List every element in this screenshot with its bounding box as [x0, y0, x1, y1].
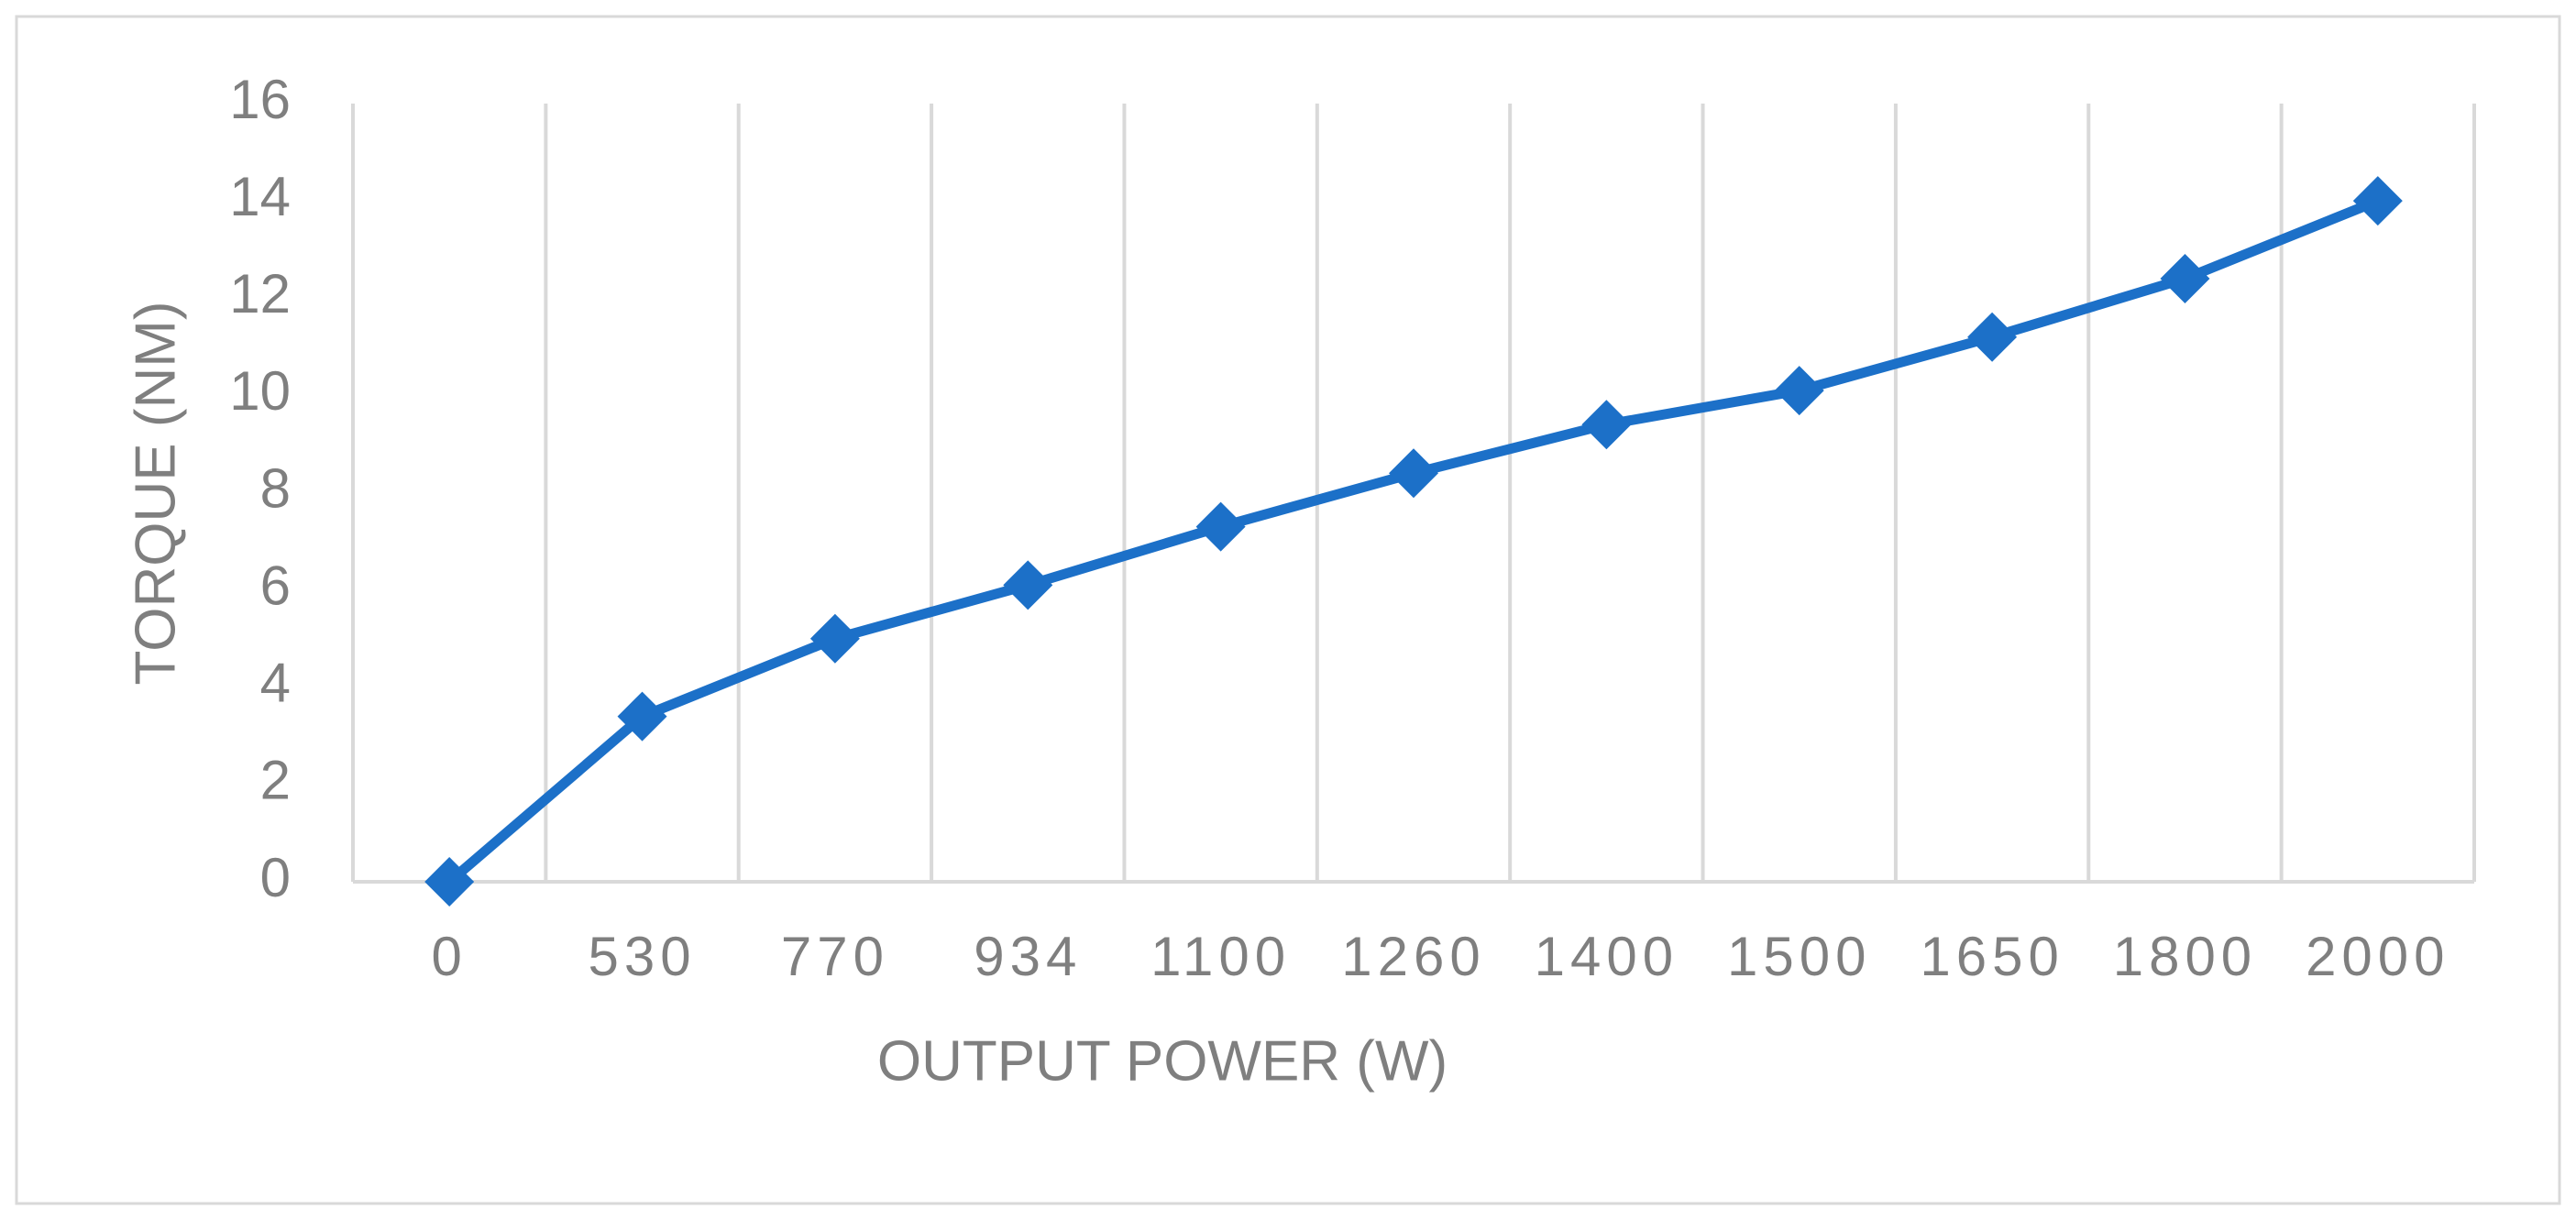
marker: [1389, 448, 1438, 499]
marker: [1581, 400, 1632, 450]
y-tick-label: 10: [229, 360, 291, 422]
x-axis-title: OUTPUT POWER (W): [877, 1029, 1448, 1093]
y-tick-label: 0: [260, 847, 291, 908]
y-tick-label: 14: [229, 166, 291, 227]
y-tick-label: 16: [229, 69, 291, 130]
y-tick-label: 2: [260, 750, 291, 811]
x-tick-label: 770: [781, 926, 889, 987]
x-tick-label: 1400: [1535, 926, 1679, 987]
x-tick-label: 934: [974, 926, 1082, 987]
marker: [617, 691, 667, 742]
x-tick-label: 1100: [1150, 926, 1291, 987]
y-tick-label: 8: [260, 457, 291, 519]
marker: [1774, 366, 1824, 416]
marker: [2160, 254, 2210, 304]
marker: [1967, 312, 2018, 362]
marker: [1195, 501, 1246, 552]
y-tick-label: 4: [260, 653, 291, 714]
marker: [809, 613, 860, 664]
chart-frame: [15, 15, 2561, 1205]
y-axis-title: TORQUE (NM): [124, 301, 187, 685]
x-tick-label: 1260: [1341, 926, 1485, 987]
marker: [2352, 176, 2403, 226]
marker: [1003, 560, 1053, 610]
marker: [424, 857, 475, 907]
x-tick-label: 0: [431, 926, 467, 987]
x-tick-label: 2000: [2306, 926, 2449, 987]
x-tick-label: 1800: [2113, 926, 2257, 987]
x-tick-label: 1500: [1727, 926, 1871, 987]
x-tick-label: 530: [588, 926, 696, 987]
y-tick-label: 6: [260, 555, 291, 616]
y-tick-label: 12: [229, 263, 291, 324]
x-tick-label: 1650: [1920, 926, 2064, 987]
